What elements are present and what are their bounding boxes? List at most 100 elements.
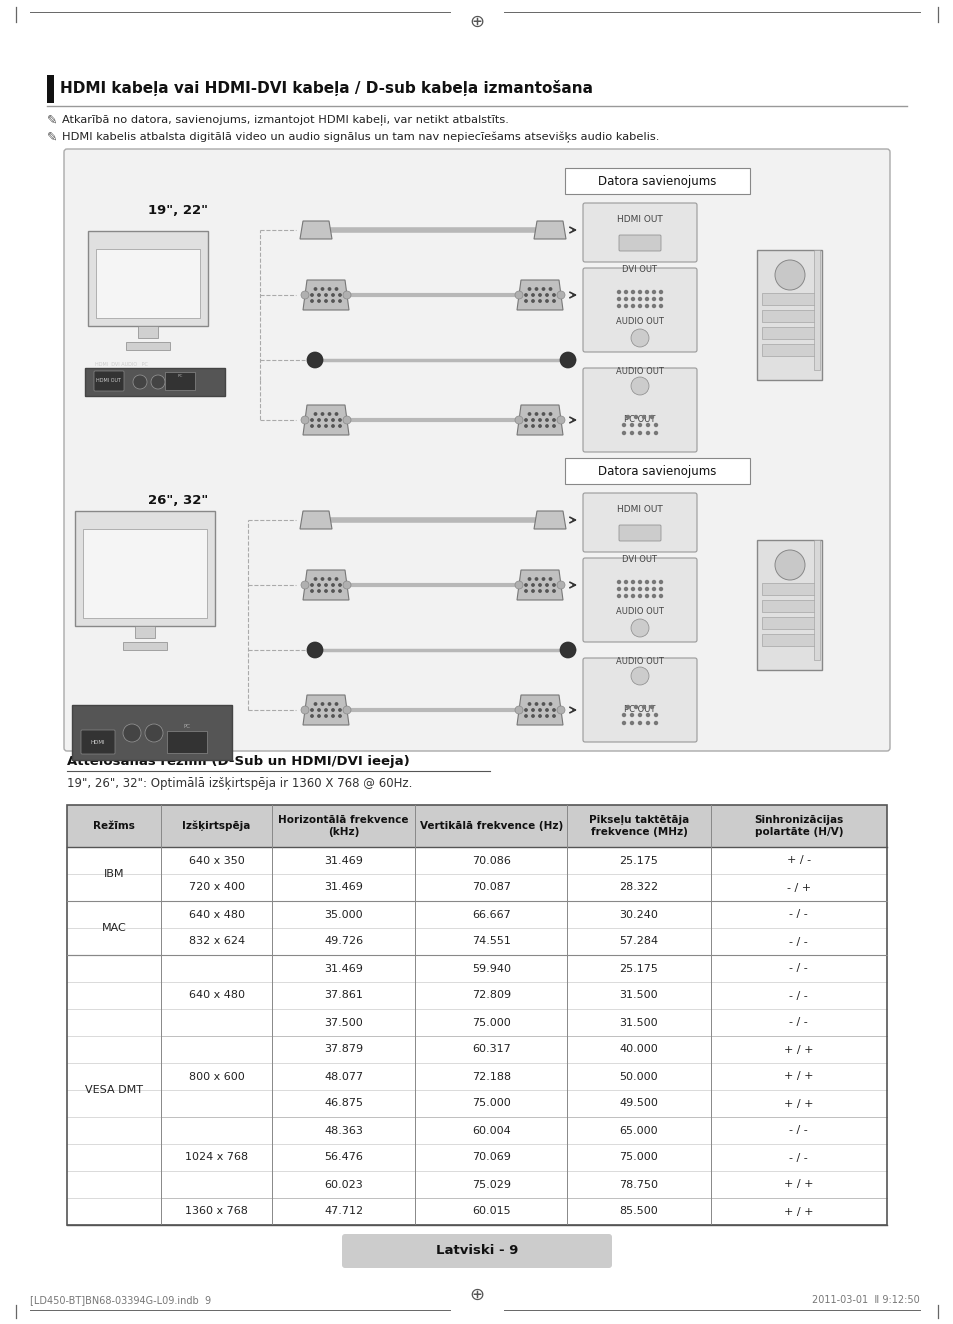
Circle shape <box>524 589 527 592</box>
Bar <box>564 458 749 485</box>
Text: - / -: - / - <box>789 964 807 973</box>
Text: ✎: ✎ <box>47 114 57 127</box>
Circle shape <box>557 581 564 589</box>
Circle shape <box>559 642 576 658</box>
Text: AUDIO OUT: AUDIO OUT <box>616 368 663 376</box>
Text: 70.086: 70.086 <box>472 855 510 866</box>
Circle shape <box>332 584 334 587</box>
Circle shape <box>645 290 648 294</box>
Circle shape <box>528 413 530 416</box>
Circle shape <box>301 581 309 589</box>
Circle shape <box>311 584 313 587</box>
Circle shape <box>311 425 313 428</box>
Circle shape <box>630 722 633 724</box>
Text: 640 x 480: 640 x 480 <box>189 990 244 1001</box>
Text: [LD450-BT]BN68-03394G-L09.indb  9: [LD450-BT]BN68-03394G-L09.indb 9 <box>30 1295 211 1305</box>
Text: 72.809: 72.809 <box>472 990 511 1001</box>
Circle shape <box>650 416 653 418</box>
Circle shape <box>531 715 534 718</box>
Circle shape <box>338 589 341 592</box>
Bar <box>165 372 194 391</box>
Bar <box>761 600 817 612</box>
Circle shape <box>524 715 527 718</box>
Circle shape <box>545 708 548 711</box>
Circle shape <box>622 424 625 426</box>
Circle shape <box>638 305 640 307</box>
Polygon shape <box>517 571 562 600</box>
Bar <box>67 805 886 1225</box>
Circle shape <box>630 328 648 347</box>
Bar <box>814 250 820 369</box>
Text: 70.087: 70.087 <box>472 883 510 892</box>
Text: PC: PC <box>177 373 182 377</box>
Text: Atkarībā no datora, savienojums, izmantojot HDMI kabeļi, var netikt atbalstīts.: Atkarībā no datora, savienojums, izmanto… <box>62 115 508 126</box>
Circle shape <box>631 580 634 584</box>
Circle shape <box>317 418 320 421</box>
Circle shape <box>652 290 655 294</box>
Text: PC OUT: PC OUT <box>623 706 655 715</box>
Bar <box>761 310 817 322</box>
Text: - / -: - / - <box>789 936 807 947</box>
Circle shape <box>524 708 527 711</box>
Text: 25.175: 25.175 <box>618 964 658 973</box>
Circle shape <box>328 413 331 416</box>
Circle shape <box>332 418 334 421</box>
Bar <box>761 344 817 356</box>
Circle shape <box>638 594 640 597</box>
Text: - / -: - / - <box>789 910 807 919</box>
Bar <box>761 617 817 629</box>
Circle shape <box>145 724 163 741</box>
Circle shape <box>307 352 323 368</box>
Text: 26", 32": 26", 32" <box>148 494 208 507</box>
Circle shape <box>617 290 619 294</box>
Circle shape <box>311 589 313 592</box>
Text: 65.000: 65.000 <box>619 1125 658 1136</box>
Text: - / -: - / - <box>789 990 807 1001</box>
Circle shape <box>324 418 327 421</box>
Circle shape <box>332 425 334 428</box>
Circle shape <box>545 715 548 718</box>
Text: 37.861: 37.861 <box>324 990 363 1001</box>
Text: - / -: - / - <box>789 1125 807 1136</box>
Text: Režīms: Režīms <box>93 821 135 831</box>
FancyBboxPatch shape <box>341 1234 612 1268</box>
Text: 35.000: 35.000 <box>324 910 363 919</box>
Circle shape <box>630 424 633 426</box>
Circle shape <box>531 418 534 421</box>
Circle shape <box>515 291 522 299</box>
Text: 75.029: 75.029 <box>472 1180 510 1189</box>
Text: 640 x 350: 640 x 350 <box>189 855 244 866</box>
Bar <box>757 540 821 670</box>
Text: 25.175: 25.175 <box>618 855 658 866</box>
Bar <box>126 342 170 350</box>
Bar <box>123 642 167 650</box>
Bar <box>88 230 208 326</box>
Circle shape <box>324 589 327 592</box>
Text: Izšķirtspēja: Izšķirtspēja <box>182 821 251 831</box>
Circle shape <box>335 577 337 580</box>
Circle shape <box>552 418 555 421</box>
Circle shape <box>541 577 544 580</box>
Circle shape <box>652 580 655 584</box>
Circle shape <box>545 299 548 302</box>
Circle shape <box>559 352 576 368</box>
Circle shape <box>646 714 649 716</box>
Circle shape <box>617 580 619 584</box>
Circle shape <box>343 416 351 424</box>
Circle shape <box>552 299 555 302</box>
Circle shape <box>617 305 619 307</box>
Circle shape <box>641 706 645 708</box>
Circle shape <box>528 287 530 290</box>
FancyBboxPatch shape <box>582 557 697 642</box>
Polygon shape <box>517 279 562 310</box>
Circle shape <box>652 305 655 307</box>
Circle shape <box>314 287 316 290</box>
Circle shape <box>638 424 640 426</box>
Circle shape <box>557 416 564 424</box>
Circle shape <box>659 594 661 597</box>
Text: MAC: MAC <box>102 923 127 933</box>
Circle shape <box>552 589 555 592</box>
Circle shape <box>538 584 540 587</box>
Bar <box>67 805 886 847</box>
Polygon shape <box>303 405 349 436</box>
